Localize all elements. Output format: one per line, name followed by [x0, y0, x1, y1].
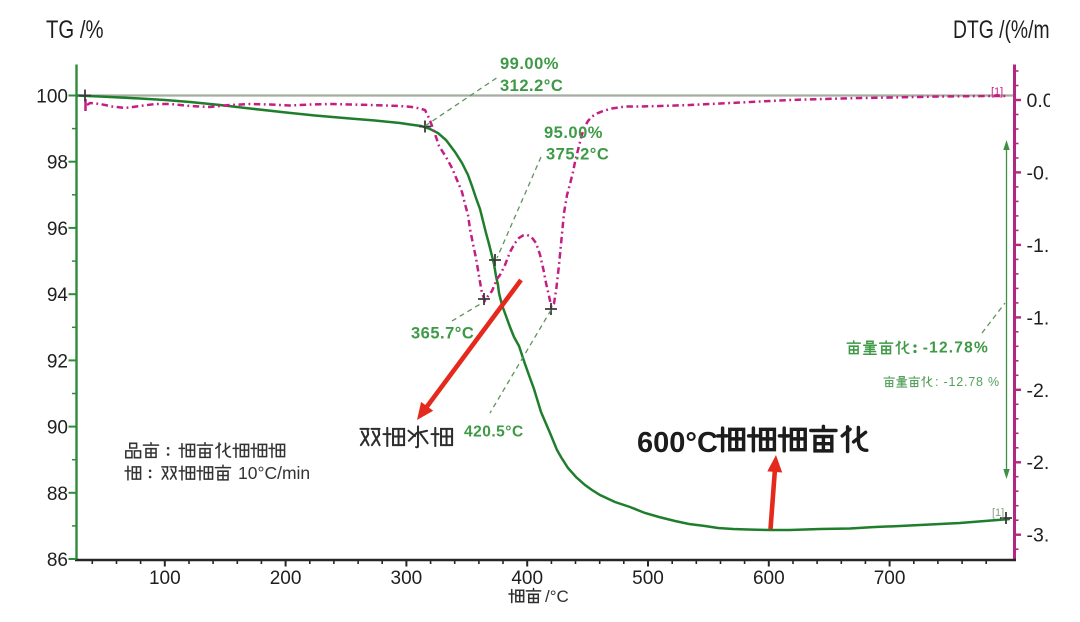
svg-text:365.7°C: 365.7°C — [411, 325, 474, 343]
svg-text:700: 700 — [874, 568, 906, 589]
svg-text:86: 86 — [47, 550, 68, 571]
svg-text:400: 400 — [511, 568, 543, 589]
svg-text:96: 96 — [47, 219, 68, 240]
svg-text:375.2°C: 375.2°C — [546, 146, 609, 164]
svg-text:420.5°C: 420.5°C — [464, 424, 524, 441]
svg-text:TG /%: TG /% — [46, 16, 104, 44]
svg-text:92: 92 — [47, 351, 68, 372]
svg-text:300: 300 — [391, 568, 423, 589]
svg-text:-12.78%: -12.78% — [923, 340, 989, 357]
svg-text:100: 100 — [36, 87, 68, 108]
svg-text:10°C/min: 10°C/min — [238, 463, 310, 483]
svg-text:94: 94 — [47, 285, 69, 306]
svg-text:500: 500 — [632, 568, 664, 589]
svg-text:[1]: [1] — [992, 507, 1004, 519]
svg-text:98: 98 — [47, 153, 68, 174]
svg-text:[1]: [1] — [991, 86, 1003, 98]
svg-text:: -12.78 %: : -12.78 % — [935, 375, 1000, 389]
svg-text:200: 200 — [270, 568, 302, 589]
svg-text:95.00%: 95.00% — [544, 124, 603, 142]
svg-text:99.00%: 99.00% — [500, 55, 559, 73]
svg-text:/°C: /°C — [545, 587, 569, 606]
svg-text:600°C: 600°C — [637, 427, 718, 459]
svg-text:100: 100 — [149, 568, 181, 589]
svg-text:312.2°C: 312.2°C — [500, 77, 563, 95]
svg-text:600: 600 — [753, 568, 785, 589]
svg-text:88: 88 — [47, 484, 68, 505]
svg-text:90: 90 — [47, 418, 68, 439]
